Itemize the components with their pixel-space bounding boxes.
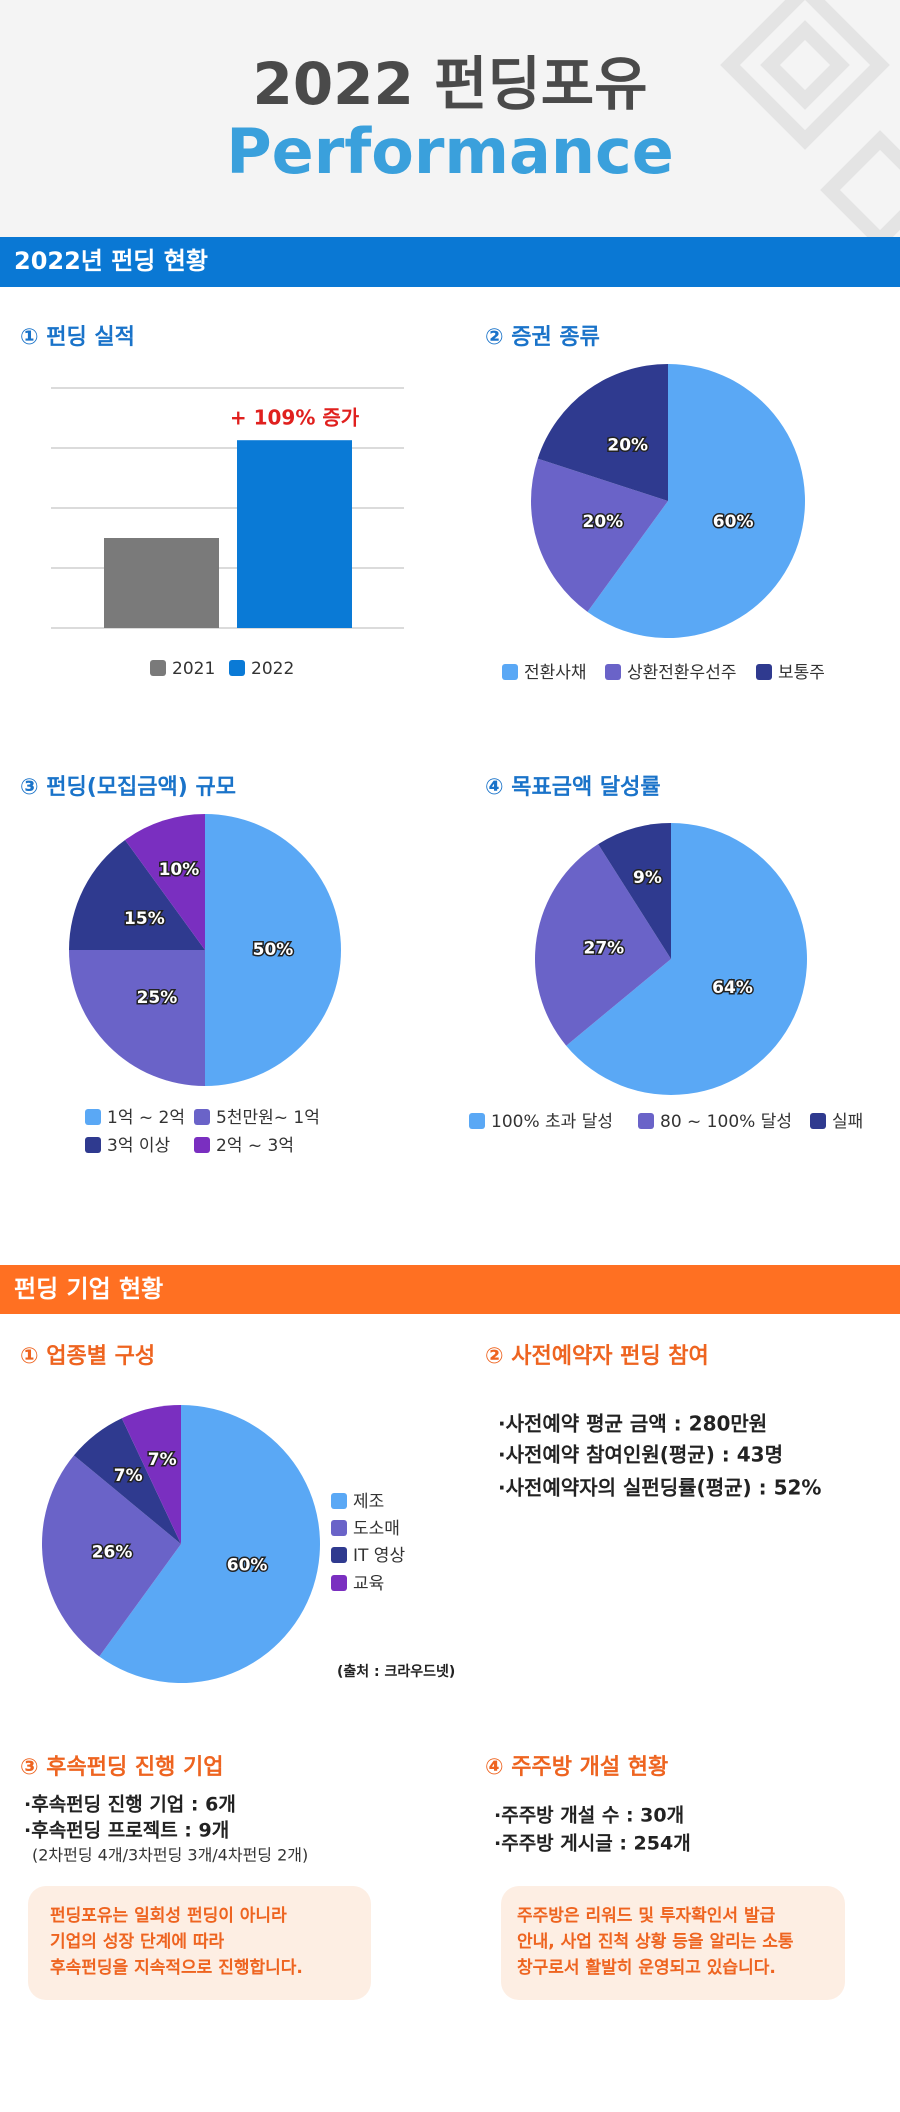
pie-slice [587, 364, 806, 639]
title-line2: Performance [226, 115, 674, 188]
legend-label: 2021 [172, 659, 215, 679]
legend-swatch [638, 1113, 654, 1129]
bar [237, 440, 352, 628]
pie-label: 64% [712, 978, 753, 998]
pie-slice [598, 823, 671, 959]
section-bar [0, 237, 900, 287]
legend-label: 보통주 [778, 663, 825, 683]
legend-swatch [469, 1113, 485, 1129]
heading: ④ 목표금액 달성률 [485, 775, 661, 800]
legend-label: 3억 이상 [107, 1136, 170, 1156]
pie-label: 7% [114, 1466, 143, 1486]
list-item: ·사전예약 평균 금액 : 280만원 [498, 1412, 767, 1436]
section-title: 2022년 펀딩 현황 [14, 247, 208, 275]
pie-slice [566, 823, 807, 1095]
pie-label: 26% [92, 1543, 133, 1563]
heading: ② 증권 종류 [485, 325, 600, 350]
pie-label: 20% [607, 436, 648, 456]
legend-swatch [756, 664, 772, 680]
pie-label: 20% [583, 512, 624, 532]
pie-slice [531, 458, 668, 612]
legend-swatch [85, 1109, 101, 1125]
pie-label: 10% [159, 860, 200, 880]
pie-label: 27% [583, 938, 624, 958]
note: (2차펀딩 4개/3차펀딩 3개/4차펀딩 2개) [32, 1846, 308, 1865]
legend-swatch [810, 1113, 826, 1129]
pie-slice [121, 1405, 181, 1544]
callout-line: 펀딩포유는 일회성 펀딩이 아니라 [50, 1906, 287, 1926]
pie-label: 7% [148, 1450, 177, 1470]
pie-slice [205, 814, 341, 1086]
legend-label: 교육 [353, 1574, 384, 1594]
pie-slice [73, 1418, 181, 1544]
heading: ③ 후속펀딩 진행 기업 [20, 1755, 224, 1780]
pie-slice [69, 950, 205, 1086]
list-item: ·사전예약 참여인원(평균) : 43명 [498, 1443, 783, 1467]
callout-line: 안내, 사업 진척 상황 등을 알리는 소통 [517, 1932, 794, 1952]
legend-label: 1억 ~ 2억 [107, 1108, 185, 1128]
pie-label: 25% [137, 988, 178, 1008]
pie-slice [534, 844, 671, 1046]
annotation: + 109% 증가 [230, 406, 360, 430]
pie-slice [99, 1405, 320, 1683]
callout-line: 주주방은 리워드 및 투자확인서 발급 [517, 1906, 776, 1926]
pie-label: 60% [713, 512, 754, 532]
pie-label: 60% [227, 1555, 268, 1575]
pie-slice [69, 839, 205, 950]
legend-swatch [331, 1575, 347, 1591]
title-line1: 2022 펀딩포유 [252, 50, 647, 118]
callout-line: 기업의 성장 단계에 따라 [50, 1932, 225, 1952]
list-item: ·주주방 개설 수 : 30개 [494, 1805, 684, 1827]
legend-label: IT 영상 [353, 1546, 405, 1566]
legend-swatch [331, 1547, 347, 1563]
heading: ① 펀딩 실적 [20, 325, 135, 350]
pie-label: 50% [253, 940, 294, 960]
legend-label: 2022 [251, 659, 294, 679]
legend-label: 제조 [353, 1492, 384, 1512]
heading: ③ 펀딩(모집금액) 규모 [20, 775, 236, 800]
legend-label: 80 ~ 100% 달성 [660, 1112, 792, 1132]
source: (출처 : 크라우드넷) [337, 1663, 455, 1680]
legend-swatch [502, 664, 518, 680]
callout-box [501, 1886, 845, 2000]
pie-slice [125, 814, 205, 950]
callout-line: 창구로서 활발히 운영되고 있습니다. [517, 1957, 776, 1978]
list-item: ·후속펀딩 프로젝트 : 9개 [24, 1820, 229, 1842]
legend-swatch [331, 1520, 347, 1536]
legend-label: 5천만원~ 1억 [216, 1108, 320, 1128]
legend-label: 도소매 [353, 1519, 400, 1539]
bar [104, 538, 219, 628]
pie-slice [41, 1455, 181, 1657]
legend-swatch [331, 1493, 347, 1509]
pie-label: 9% [633, 868, 662, 888]
section-bar [0, 1265, 900, 1314]
legend-swatch [194, 1137, 210, 1153]
legend-label: 100% 초과 달성 [491, 1112, 613, 1132]
list-item: ·사전예약자의 실펀딩률(평균) : 52% [498, 1476, 821, 1500]
heading: ① 업종별 구성 [20, 1344, 155, 1369]
list-item: ·주주방 게시글 : 254개 [494, 1833, 691, 1855]
legend-label: 실패 [832, 1112, 863, 1132]
pie-slice [537, 364, 668, 501]
legend-label: 전환사채 [524, 663, 587, 683]
section-title: 펀딩 기업 현황 [14, 1275, 163, 1303]
heading: ② 사전예약자 펀딩 참여 [485, 1344, 709, 1369]
pie-label: 15% [124, 909, 165, 929]
callout-line: 후속펀딩을 지속적으로 진행합니다. [50, 1957, 303, 1978]
legend-swatch [194, 1109, 210, 1125]
legend-swatch [150, 660, 166, 676]
legend-label: 2억 ~ 3억 [216, 1136, 294, 1156]
heading: ④ 주주방 개설 현황 [485, 1755, 668, 1780]
legend-swatch [605, 664, 621, 680]
legend-label: 상환전환우선주 [627, 663, 736, 683]
legend-swatch [229, 660, 245, 676]
legend-swatch [85, 1137, 101, 1153]
list-item: ·후속펀딩 진행 기업 : 6개 [24, 1794, 236, 1816]
callout-box [28, 1886, 371, 2000]
